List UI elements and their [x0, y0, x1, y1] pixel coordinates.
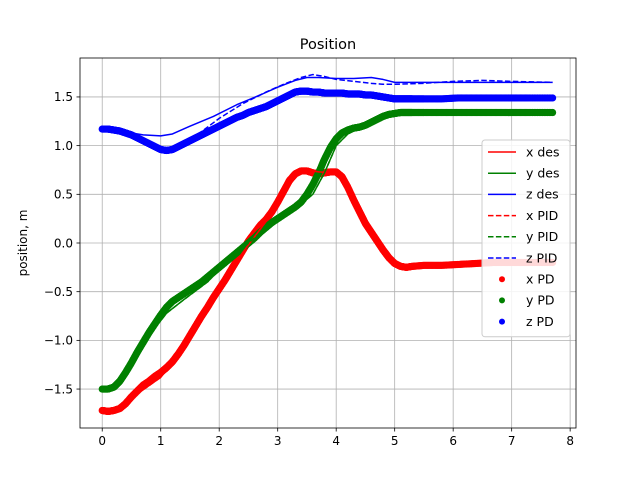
legend: x des y des z des x PID y PID z PID x PD y PD z … — [481, 139, 571, 338]
series-layer — [98, 73, 557, 416]
y-tick-label: 1.0 — [54, 139, 73, 153]
x-tick-label: 5 — [391, 434, 399, 448]
x-tick-label: 6 — [449, 434, 457, 448]
y-tick-label: −1.5 — [44, 382, 73, 396]
axis-ticks: 0 1 2 3 4 5 6 7 8 −1.5 −1.0 −0.5 0.0 0.5 1.0 1.5 — [44, 90, 574, 448]
x-tick-label: 7 — [508, 434, 516, 448]
legend-label-x-pid: x PID — [526, 208, 558, 223]
y-tick-label: −0.5 — [44, 285, 73, 299]
x-tick-label: 8 — [566, 434, 574, 448]
y-tick-label: 0.0 — [54, 236, 73, 250]
series-line-z-des — [102, 76, 553, 137]
legend-marker-y-pd — [499, 297, 505, 304]
chart-title: Position — [300, 37, 356, 53]
legend-label-y-pid: y PID — [526, 229, 558, 244]
legend-label-x-pd: x PD — [526, 272, 555, 287]
x-tick-label: 2 — [215, 434, 223, 448]
x-tick-label: 4 — [332, 434, 340, 448]
legend-label-z-pd: z PD — [526, 314, 554, 329]
legend-marker-x-pd — [499, 276, 505, 283]
y-axis-label: position, m — [16, 210, 30, 277]
y-tick-label: 1.5 — [54, 90, 73, 104]
y-tick-label: 0.5 — [54, 188, 73, 202]
data-point — [549, 94, 557, 102]
legend-box — [481, 139, 571, 338]
series-line-y-des — [102, 111, 553, 390]
x-tick-label: 3 — [274, 434, 282, 448]
legend-label-z-des: z des — [526, 187, 559, 202]
plot-frame — [79, 57, 577, 429]
legend-label-z-pid: z PID — [526, 250, 557, 265]
legend-label-y-pd: y PD — [526, 293, 555, 308]
legend-label-x-des: x des — [526, 144, 560, 159]
legend-label-y-des: y des — [526, 166, 560, 181]
x-tick-label: 0 — [98, 434, 106, 448]
legend-marker-z-pd — [499, 318, 505, 325]
x-tick-label: 1 — [157, 434, 165, 448]
series-line-z-pid — [102, 73, 553, 151]
series-line-x-des — [102, 169, 553, 412]
series-z-pd — [98, 87, 557, 155]
y-tick-label: −1.0 — [44, 334, 73, 348]
